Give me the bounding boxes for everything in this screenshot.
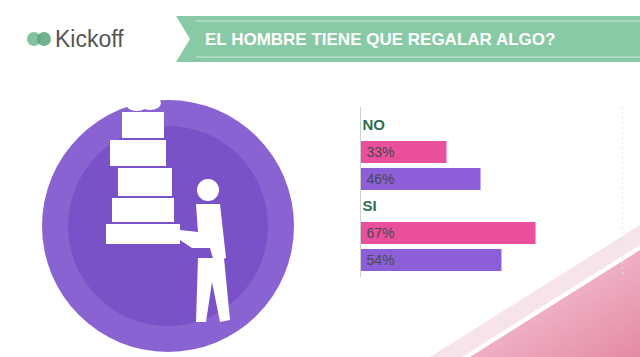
svg-text:54%: 54% — [367, 252, 395, 268]
svg-text:Kickoff: Kickoff — [55, 26, 124, 52]
svg-text:EL HOMBRE TIENE QUE REGALAR AL: EL HOMBRE TIENE QUE REGALAR ALGO? — [205, 30, 555, 49]
svg-text:46%: 46% — [367, 171, 395, 187]
svg-text:33%: 33% — [367, 144, 395, 160]
svg-text:SI: SI — [363, 197, 377, 214]
svg-text:67%: 67% — [367, 225, 395, 241]
svg-text:NO: NO — [363, 116, 386, 133]
